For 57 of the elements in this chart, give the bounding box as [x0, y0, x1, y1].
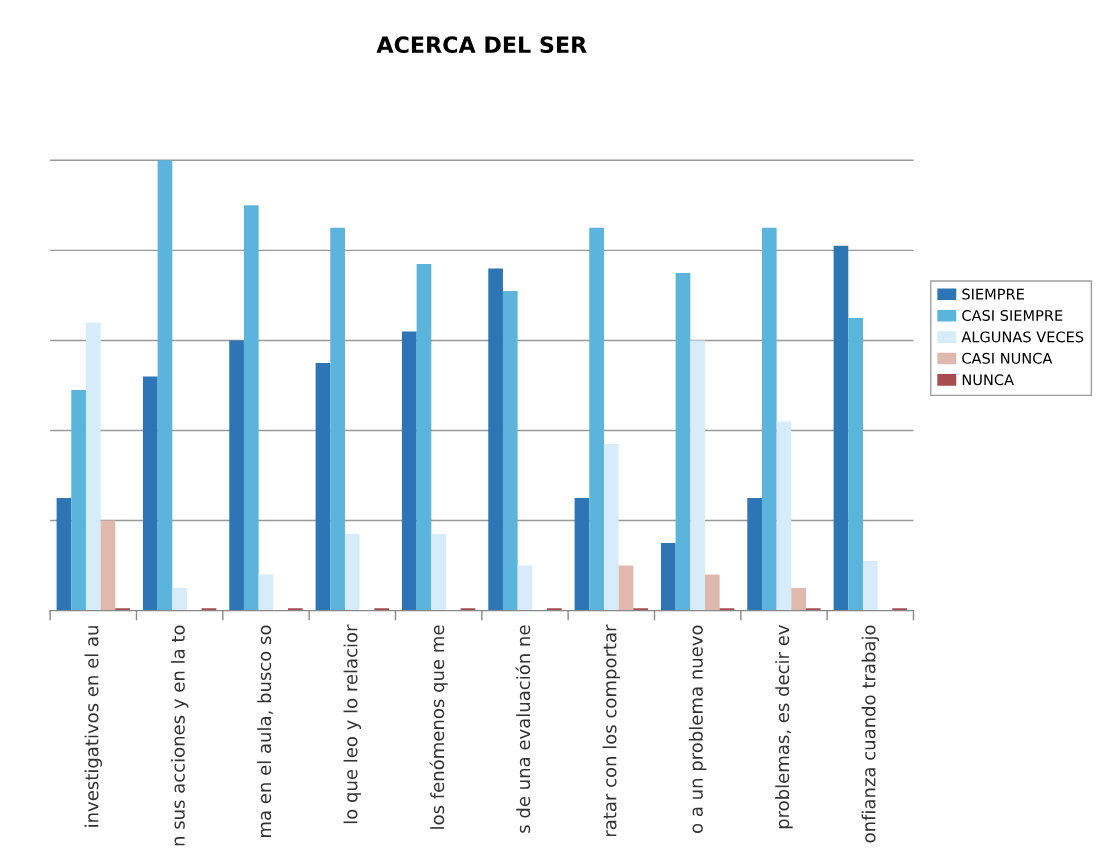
bar	[574, 498, 590, 611]
legend-label: CASI NUNCA	[962, 352, 1053, 364]
bar	[401, 331, 417, 611]
x-tick-label: n sus acciones y en la to	[170, 625, 189, 846]
x-tick-label: problemas, es decir ev	[775, 625, 793, 829]
bar	[56, 498, 72, 611]
bar	[374, 608, 389, 611]
bar	[546, 608, 562, 611]
x-tick-label: s de una evaluación ne	[515, 625, 531, 833]
bar	[488, 268, 503, 611]
bar	[848, 317, 863, 611]
bar	[805, 608, 821, 611]
x-tick-label: o a un problema nuevo	[688, 625, 707, 833]
bar	[776, 421, 792, 611]
bar	[761, 227, 777, 611]
bar	[172, 588, 187, 611]
bar	[431, 534, 446, 611]
bar	[157, 160, 173, 611]
bar	[660, 543, 676, 611]
x-tick-label: ma en el aula, busco so	[257, 625, 274, 837]
bar	[618, 565, 634, 611]
bar	[589, 227, 604, 611]
bar	[862, 561, 878, 611]
bar	[892, 608, 907, 611]
x-tick-label: los fenómenos que me	[429, 625, 448, 829]
bar	[287, 608, 303, 611]
bar	[747, 498, 762, 611]
x-tick-label: onfianza cuando trabajo	[861, 625, 880, 843]
legend-label: SIEMPRE	[962, 288, 1024, 300]
bar	[502, 290, 518, 611]
chart-title: ACERCA DEL SER	[376, 36, 587, 54]
legend-label: NUNCA	[962, 374, 1014, 386]
bar	[690, 340, 705, 611]
bar	[71, 389, 86, 611]
bar	[416, 263, 432, 611]
bar	[100, 520, 116, 611]
bar	[633, 608, 648, 611]
bar	[344, 534, 360, 611]
bar	[85, 322, 101, 611]
bar	[603, 444, 619, 611]
bar	[243, 205, 259, 611]
x-tick-label: investigativos en el au	[84, 626, 103, 827]
legend-label: ALGUNAS VECES	[961, 331, 1084, 343]
x-tick-label: lo que leo y lo relacior	[343, 624, 362, 824]
bar	[704, 574, 720, 611]
bar	[791, 588, 806, 611]
bar	[675, 272, 691, 611]
bar	[229, 340, 244, 611]
bar	[258, 574, 274, 611]
bar	[330, 227, 345, 611]
legend-label: CASI SIEMPRE	[962, 309, 1063, 322]
bar	[517, 565, 533, 611]
x-tick-label: ratar con los comportar	[602, 624, 621, 837]
bar	[315, 362, 331, 611]
bar	[833, 245, 849, 611]
bar	[142, 376, 158, 611]
bar	[115, 608, 130, 611]
